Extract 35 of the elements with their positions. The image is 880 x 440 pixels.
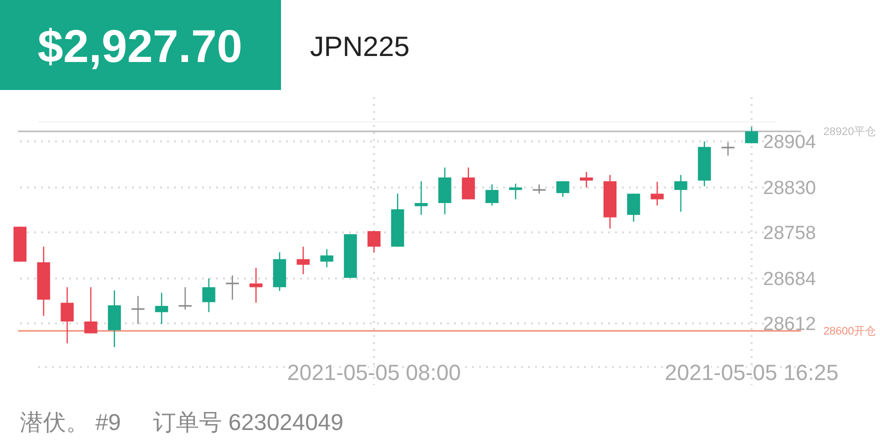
y-tick-label: 28684: [763, 269, 816, 290]
candlestick: [745, 126, 758, 144]
y-tick-label: 28758: [763, 222, 816, 244]
ref-line-label: 28920平仓: [823, 126, 876, 138]
ref-line-label: 28600开仓: [823, 326, 876, 338]
y-tick-label: 28904: [763, 132, 816, 153]
candlestick: [132, 295, 144, 325]
candlestick: [556, 180, 570, 198]
candlestick: [580, 171, 593, 188]
x-tick-label: 2021-05-05 08:00: [287, 360, 461, 385]
y-tick-label: 28612: [763, 314, 816, 336]
candlestick: [486, 184, 498, 206]
candlestick: [84, 286, 98, 334]
text: 潜伏。 #9 订单号 623024049: [20, 409, 344, 435]
candlestick: [155, 292, 168, 325]
candlestick: [226, 274, 239, 300]
x-tick-label: 2021-05-05 16:25: [664, 360, 838, 385]
candlestick: [414, 180, 428, 216]
candlestick: [532, 184, 546, 194]
candlestick: [674, 174, 688, 212]
candlestick: [178, 286, 192, 310]
candlestick: [202, 278, 216, 313]
candlestick: [320, 248, 334, 268]
candlestick: [250, 267, 262, 304]
candlestick: [296, 246, 310, 275]
candlestick: [722, 142, 734, 156]
candlestick: [462, 166, 475, 200]
candlestick: [509, 183, 522, 200]
candlestick: [60, 286, 74, 344]
chart-subtitle: JPN225: [310, 31, 410, 62]
candlestick: [650, 181, 664, 206]
candlestick: [627, 193, 640, 222]
y-tick-label: 28830: [763, 178, 816, 200]
chart-title: $2,927.70: [38, 20, 242, 72]
candlestick: [368, 230, 380, 253]
